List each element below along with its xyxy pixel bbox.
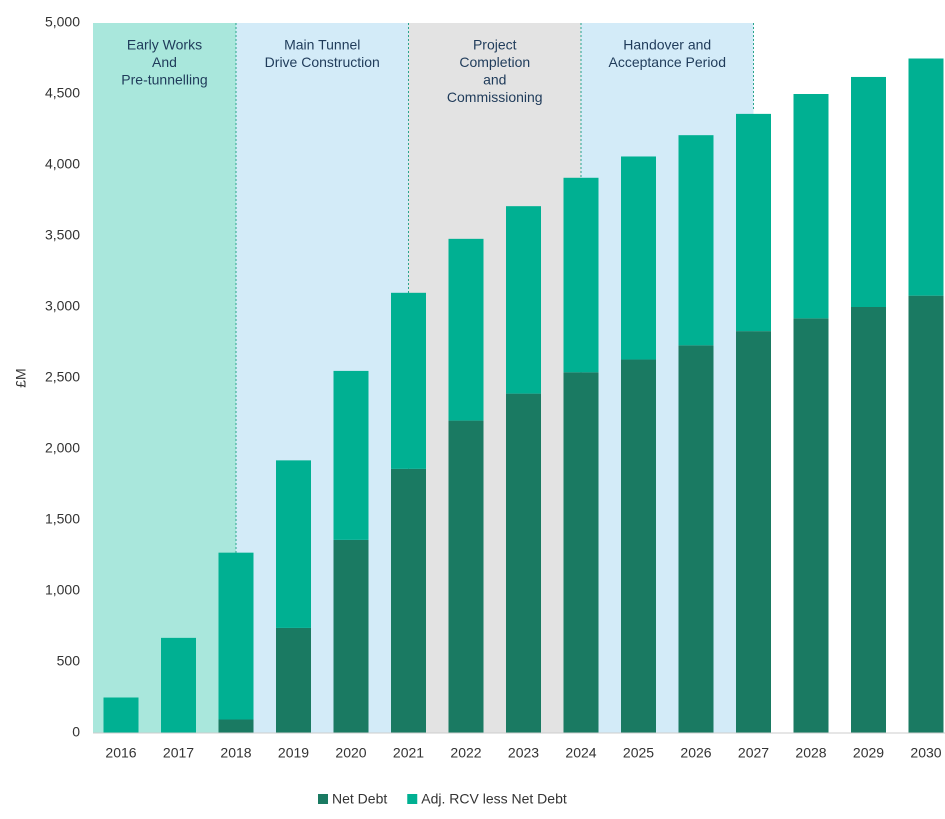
phase-band <box>408 23 581 733</box>
x-tick-label: 2025 <box>623 745 654 761</box>
x-tick-label: 2026 <box>680 745 711 761</box>
phase-band <box>236 23 409 733</box>
y-tick-label: 5,000 <box>45 14 80 30</box>
phase-band <box>93 23 236 733</box>
bar-segment <box>678 345 714 733</box>
y-tick-label: 3,500 <box>45 227 80 243</box>
bar-segment <box>621 359 656 733</box>
phase-band <box>581 23 754 733</box>
phase-label: Handover and <box>623 37 711 53</box>
x-tick-label: 2027 <box>738 745 769 761</box>
x-tick-label: 2020 <box>335 745 366 761</box>
y-tick-label: 1,500 <box>45 511 80 527</box>
phase-label: Early Works <box>127 37 202 53</box>
x-tick-label: 2019 <box>278 745 309 761</box>
x-tick-label: 2016 <box>105 745 136 761</box>
bar-segment <box>218 719 254 733</box>
bar-segment <box>448 238 484 421</box>
y-tick-label: 500 <box>57 653 81 669</box>
bar-segment <box>333 370 369 540</box>
x-tick-label: 2021 <box>393 745 424 761</box>
y-tick-label: 0 <box>72 724 80 740</box>
bar-segment <box>276 460 311 628</box>
y-tick-label: 1,000 <box>45 582 80 598</box>
bar-segment <box>448 420 484 733</box>
phase-label: Acceptance Period <box>608 54 726 70</box>
x-tick-label: 2022 <box>450 745 481 761</box>
bar-segment <box>506 206 541 394</box>
bar-segment <box>506 393 541 733</box>
phase-label: Completion <box>459 54 530 70</box>
y-tick-label: 2,000 <box>45 440 80 456</box>
phase-label: Commissioning <box>447 89 543 105</box>
bar-segment <box>851 307 886 733</box>
bar-segment <box>851 76 886 308</box>
bar-segment <box>678 135 714 346</box>
bar-segment <box>391 468 426 733</box>
y-axis-label: £M <box>13 368 29 387</box>
bar-segment <box>333 539 369 733</box>
bar-segment <box>391 292 426 469</box>
legend-swatch <box>318 794 328 804</box>
bar-segment <box>621 156 656 360</box>
x-tick-label: 2023 <box>508 745 539 761</box>
bar-segment <box>218 552 254 720</box>
phase-label: And <box>152 54 177 70</box>
bar-segment <box>103 697 139 733</box>
bar-segment <box>736 331 771 733</box>
y-tick-label: 4,500 <box>45 85 80 101</box>
phase-label: Main Tunnel <box>284 37 360 53</box>
bar-segment <box>793 94 829 319</box>
x-tick-label: 2030 <box>910 745 941 761</box>
phase-label: Drive Construction <box>265 54 380 70</box>
legend-swatch <box>407 794 418 804</box>
x-tick-label: 2018 <box>220 745 251 761</box>
phase-label: Project <box>473 37 517 53</box>
bar-segment <box>161 637 196 733</box>
phase-label: and <box>483 72 506 88</box>
x-tick-label: 2029 <box>853 745 884 761</box>
bar-segment <box>908 58 944 296</box>
bar-segment <box>736 113 771 332</box>
x-tick-label: 2024 <box>565 745 596 761</box>
x-tick-label: 2028 <box>795 745 826 761</box>
bar-segment <box>563 372 599 733</box>
phase-label: Pre-tunnelling <box>121 72 207 88</box>
bar-segment <box>276 627 311 733</box>
y-tick-label: 4,000 <box>45 156 80 172</box>
bar-segment <box>908 295 944 733</box>
y-tick-label: 2,500 <box>45 369 80 385</box>
bar-segment <box>793 318 829 733</box>
bar-segment <box>563 177 599 373</box>
y-tick-label: 3,000 <box>45 298 80 314</box>
plot-layer: 0 500 1,000 1,500 2,000 2,500 3,000 3,500 4,000 4… <box>45 14 945 807</box>
x-tick-label: 2017 <box>163 745 194 761</box>
legend-label: Adj. RCV less Net Debt <box>421 791 567 807</box>
legend-label: Net Debt <box>332 791 387 807</box>
